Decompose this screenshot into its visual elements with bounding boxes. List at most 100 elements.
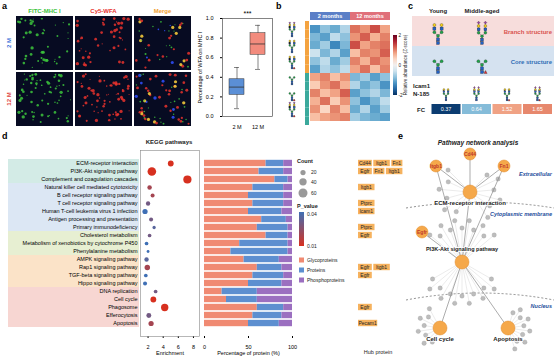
- svg-text:Fn1: Fn1: [393, 160, 402, 166]
- svg-text:PI3K-Akt signaling pathway: PI3K-Akt signaling pathway: [71, 168, 138, 174]
- svg-text:AMPK signaling pathway: AMPK signaling pathway: [77, 256, 138, 262]
- svg-text:PI3K-Akt signaling pathway: PI3K-Akt signaling pathway: [426, 246, 499, 252]
- svg-text:Fn1: Fn1: [375, 168, 384, 174]
- svg-text:2: 2: [399, 33, 402, 38]
- svg-text:-2: -2: [399, 93, 404, 98]
- svg-text:Phenylalanine metabolism: Phenylalanine metabolism: [73, 248, 138, 254]
- svg-text:b: b: [276, 1, 282, 11]
- svg-text:0.2: 0.2: [206, 94, 214, 100]
- svg-text:Egfr: Egfr: [360, 304, 370, 310]
- svg-text:Middle-aged: Middle-aged: [464, 8, 499, 14]
- svg-text:Fn1: Fn1: [500, 163, 509, 169]
- svg-text:Core structure: Core structure: [511, 59, 553, 65]
- svg-text:Complement and coagulation cas: Complement and coagulation cascades: [41, 176, 138, 182]
- svg-text:Icam1: Icam1: [413, 83, 431, 89]
- svg-text:Percentage of protein (%): Percentage of protein (%): [217, 350, 280, 356]
- svg-text:c: c: [408, 1, 413, 11]
- svg-text:Proteins: Proteins: [307, 267, 326, 273]
- svg-text:TGF-beta signaling pathway: TGF-beta signaling pathway: [69, 272, 138, 278]
- svg-text:Nucleus: Nucleus: [531, 303, 552, 309]
- svg-text:Cy5-WFA: Cy5-WFA: [90, 8, 117, 14]
- svg-text:8: 8: [192, 344, 195, 350]
- svg-text:Itgb1: Itgb1: [361, 184, 372, 190]
- svg-text:12 months: 12 months: [356, 13, 384, 19]
- svg-text:ECM-receptor interaction: ECM-receptor interaction: [76, 160, 137, 166]
- svg-text:Percentage of WFA on MHC I: Percentage of WFA on MHC I: [197, 31, 203, 104]
- svg-text:Icam1: Icam1: [359, 208, 373, 214]
- svg-text:Cholesterol metabolism: Cholesterol metabolism: [80, 232, 138, 238]
- svg-text:Branch structure: Branch structure: [504, 29, 553, 35]
- svg-text:Cd44: Cd44: [464, 151, 476, 157]
- svg-text:100: 100: [288, 344, 297, 350]
- svg-text:Pecam1: Pecam1: [358, 320, 377, 326]
- svg-text:0.8: 0.8: [206, 35, 214, 41]
- svg-text:0: 0: [203, 344, 206, 350]
- svg-text:Antigen processing and present: Antigen processing and presentation: [48, 216, 137, 222]
- svg-text:2 M: 2 M: [6, 38, 12, 48]
- svg-text:Egfr: Egfr: [360, 264, 370, 270]
- svg-text:***: ***: [243, 10, 251, 17]
- svg-text:0.64: 0.64: [471, 106, 482, 112]
- svg-text:0.4: 0.4: [206, 74, 214, 80]
- svg-text:Ptprc: Ptprc: [360, 224, 372, 230]
- svg-text:Count: Count: [297, 158, 313, 164]
- svg-text:2 M: 2 M: [232, 124, 242, 130]
- svg-text:2 months: 2 months: [318, 13, 342, 19]
- svg-text:Egfr: Egfr: [360, 232, 370, 238]
- svg-text:Primary immunodeficiency: Primary immunodeficiency: [73, 224, 138, 230]
- svg-text:Pathway network analysis: Pathway network analysis: [438, 139, 519, 147]
- svg-text:B cell receptor signaling path: B cell receptor signaling pathway: [57, 192, 138, 198]
- svg-text:0.6: 0.6: [206, 54, 214, 60]
- svg-text:P_value: P_value: [297, 203, 318, 209]
- svg-text:Metabolism of xenobiotics by c: Metabolism of xenobiotics by cytochrome …: [23, 240, 138, 246]
- svg-text:Cd44: Cd44: [359, 160, 371, 166]
- svg-text:Human T-cell leukemia virus 1: Human T-cell leukemia virus 1 infection: [42, 208, 138, 214]
- svg-text:Ptprc: Ptprc: [360, 200, 372, 206]
- svg-text:Hub protein: Hub protein: [364, 349, 392, 355]
- svg-text:FC: FC: [417, 107, 426, 113]
- svg-text:Itgb1: Itgb1: [389, 168, 400, 174]
- svg-text:Phosphoproteins: Phosphoproteins: [307, 277, 345, 283]
- svg-text:FITC-MHC I: FITC-MHC I: [28, 8, 61, 14]
- svg-text:Cytoplasmic membrane: Cytoplasmic membrane: [490, 211, 552, 217]
- svg-text:T cell receptor signaling path: T cell receptor signaling pathway: [58, 200, 138, 206]
- svg-text:40: 40: [311, 179, 317, 185]
- svg-text:0.0: 0.0: [206, 113, 214, 119]
- svg-text:N-185: N-185: [413, 91, 430, 97]
- svg-text:KEGG pathways: KEGG pathways: [146, 139, 193, 145]
- svg-text:Apoptosis: Apoptosis: [493, 336, 523, 342]
- svg-text:12 M: 12 M: [6, 92, 12, 105]
- svg-text:Itgb1: Itgb1: [376, 160, 387, 166]
- svg-text:Glycoproteins: Glycoproteins: [307, 257, 338, 263]
- svg-text:Phagosome: Phagosome: [108, 304, 137, 310]
- svg-text:a: a: [2, 1, 8, 11]
- svg-text:e: e: [398, 131, 403, 141]
- svg-text:1.0: 1.0: [206, 15, 214, 21]
- svg-text:Natural killer cell mediated c: Natural killer cell mediated cytotoxicit…: [45, 184, 138, 190]
- svg-text:0: 0: [399, 63, 402, 68]
- svg-text:Rap1 signaling pathway: Rap1 signaling pathway: [79, 264, 138, 270]
- svg-text:Enrichment: Enrichment: [156, 350, 184, 356]
- svg-text:Apoptosis: Apoptosis: [113, 320, 137, 326]
- svg-text:Merge: Merge: [154, 8, 172, 14]
- svg-text:Cell cycle: Cell cycle: [426, 336, 454, 342]
- svg-text:0.37: 0.37: [441, 106, 452, 112]
- svg-text:2: 2: [147, 344, 150, 350]
- svg-text:Relative abundance (Z-score): Relative abundance (Z-score): [403, 34, 408, 95]
- svg-text:20: 20: [311, 169, 317, 175]
- svg-text:Hippo signaling pathway: Hippo signaling pathway: [78, 280, 138, 286]
- svg-text:0.04: 0.04: [307, 211, 317, 217]
- svg-text:12 M: 12 M: [252, 124, 265, 130]
- svg-text:Extracellular: Extracellular: [519, 171, 553, 177]
- svg-text:Cell cycle: Cell cycle: [114, 296, 138, 302]
- svg-text:d: d: [2, 131, 8, 141]
- svg-text:60: 60: [311, 190, 317, 196]
- svg-text:Egfr: Egfr: [360, 168, 370, 174]
- svg-text:Egfr: Egfr: [417, 229, 427, 235]
- svg-text:Egfr: Egfr: [360, 272, 370, 278]
- svg-text:ECM-receptor interaction: ECM-receptor interaction: [434, 200, 506, 206]
- svg-text:1.52: 1.52: [502, 106, 513, 112]
- svg-text:Itgb1: Itgb1: [376, 264, 387, 270]
- svg-text:Young: Young: [429, 8, 448, 14]
- svg-text:0.01: 0.01: [307, 243, 317, 249]
